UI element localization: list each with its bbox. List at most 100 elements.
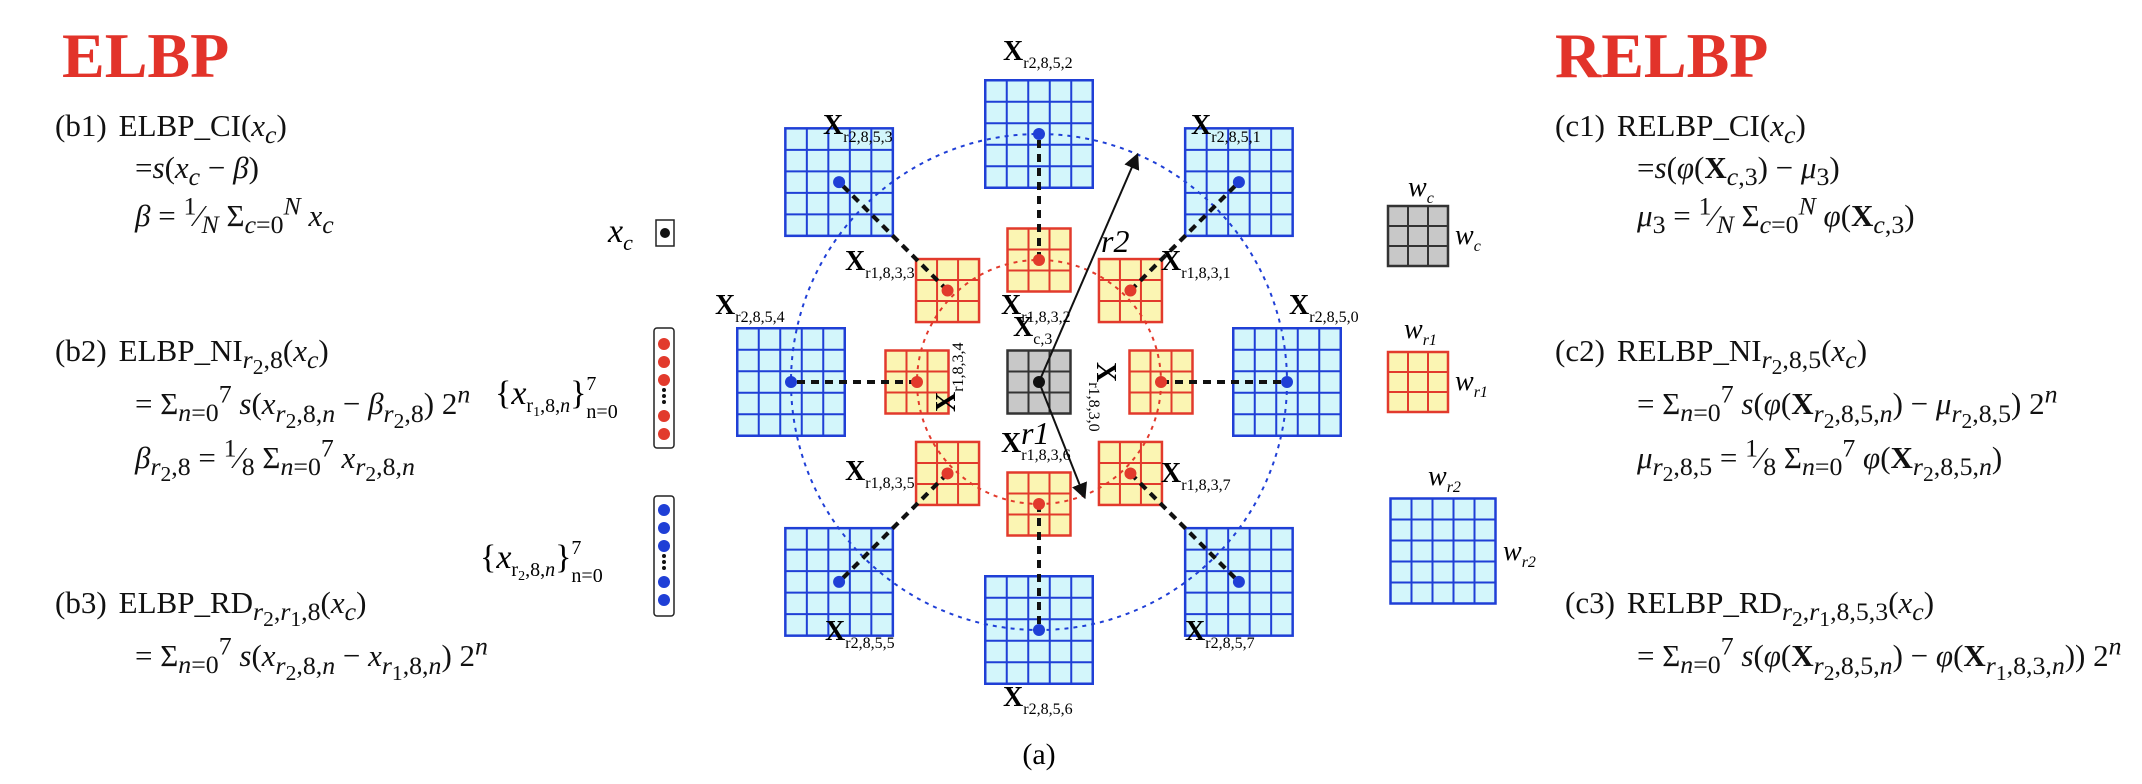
outer-patch-label-1: Xr2,8,5,1 <box>1191 110 1261 146</box>
legend-xc-label: xc <box>607 213 633 255</box>
inner-patch-label-6: Xr1,8,3,6 <box>1001 428 1071 464</box>
outer-patch-label-5: Xr2,8,5,5 <box>825 616 895 652</box>
outer-patch-3-frame <box>784 127 895 238</box>
outer-dot-4 <box>785 376 797 388</box>
legend-wc-top: wc <box>1408 172 1434 207</box>
outer-patch-7 <box>1183 526 1294 637</box>
inner-patch-4-frame <box>884 349 950 415</box>
legend-wr1-top: wr1 <box>1404 314 1437 349</box>
r2-arrow <box>1038 152 1140 383</box>
outer-patch-2-frame <box>984 79 1094 189</box>
formula-c1: (c1) RELBP_CI(xc) =s(φ(Xc,3) − μ3) μ3 = 1… <box>1555 108 1915 240</box>
outer-patch-4-frame <box>736 327 846 437</box>
inner-patch-label-4: Xr1,8,3,4 <box>931 342 967 412</box>
legend-blue-dot <box>658 576 670 588</box>
outer-patch-1 <box>1183 127 1294 238</box>
inner-patch-2-frame <box>1006 227 1072 293</box>
legend-blue-ellipsis <box>662 554 666 558</box>
legend-xc-dot <box>660 228 670 238</box>
center-dot <box>1033 376 1045 388</box>
inner-patch-6 <box>1006 471 1072 537</box>
legend-red-dot <box>658 356 670 368</box>
outer-patch-0 <box>1232 327 1342 437</box>
label-layer: r2 r1 Xc,3 Xr2,8,5,0 Xr2,8,5,1 Xr2,8,5,2 Xr2,8… <box>715 36 1536 718</box>
legend-blue-ellipsis <box>662 560 666 564</box>
legend-wc-grid-frame <box>1386 204 1450 268</box>
r1-label: r1 <box>1021 415 1049 451</box>
outer-patch-label-4: Xr2,8,5,4 <box>715 290 785 326</box>
outer-patch-label-7: Xr2,8,5,7 <box>1185 616 1255 652</box>
legend-blue-dot <box>658 594 670 606</box>
inner-dot-5 <box>941 467 954 480</box>
connector-7 <box>1129 472 1241 584</box>
inner-patch-4 <box>884 349 950 415</box>
connector-5 <box>837 472 949 584</box>
formula-c2: (c2) RELBP_NIr2,8,5(xc) = Σn=07 s(φ(Xr2,8… <box>1555 333 2058 487</box>
legend-red-dot <box>658 428 670 440</box>
inner-dot-7 <box>1124 467 1137 480</box>
legend-red-set: {xr1,8,n}7 n=0 <box>495 327 675 449</box>
center-patch-frame <box>1006 349 1072 415</box>
inner-dot-2 <box>1033 254 1045 266</box>
inner-patch-7 <box>1097 440 1164 507</box>
formula-c3: (c3) RELBP_RDr2,r1,8,5,3(xc) = Σn=07 s(φ(… <box>1565 585 2122 685</box>
inner-patch-2 <box>1006 227 1072 293</box>
inner-patch-5 <box>914 440 981 507</box>
legend-red-ellipsis <box>662 388 666 392</box>
outer-patch-1-frame <box>1183 127 1294 238</box>
inner-patch-0-frame <box>1128 349 1194 415</box>
legend-wr2-side: wr2 <box>1503 536 1536 571</box>
center-patch <box>1006 349 1072 415</box>
outer-dot-6 <box>1033 624 1045 636</box>
legend-xc-box <box>655 219 675 247</box>
connector-3 <box>837 180 949 292</box>
r2-label: r2 <box>1101 223 1129 259</box>
diagram-caption: (a) <box>1022 738 1055 771</box>
inner-circle <box>916 259 1162 505</box>
outer-circle <box>790 133 1288 631</box>
legend-blue-dot <box>658 540 670 552</box>
inner-patch-1 <box>1097 257 1164 324</box>
outer-dot-1 <box>1232 176 1245 189</box>
legend-red-dot <box>658 410 670 422</box>
outer-patch-5-frame <box>784 526 895 637</box>
connector-top-1 <box>1129 180 1241 292</box>
inner-dot-4 <box>911 376 923 388</box>
inner-patch-6-frame <box>1006 471 1072 537</box>
formula-b3: (b3) ELBP_RDr2,r1,8(xc) = Σn=07 s(xr2,8,n… <box>55 585 488 685</box>
center-patch-label: Xc,3 <box>1013 312 1052 348</box>
r1-arrow <box>1038 381 1087 500</box>
outer-patch-3 <box>784 127 895 238</box>
inner-patch-0 <box>1128 349 1194 415</box>
legend-red-bracket <box>653 327 675 449</box>
inner-patch-label-1: Xr1,8,3,1 <box>1161 246 1231 282</box>
outer-patch-label-2: Xr2,8,5,2 <box>1003 36 1073 72</box>
inner-patch-1-frame <box>1097 257 1164 324</box>
inner-dot-3 <box>941 284 954 297</box>
outer-patch-6 <box>984 575 1094 685</box>
outer-dot-3 <box>833 176 846 189</box>
connector-top-7 <box>1129 472 1241 584</box>
legend-wr2-top: wr2 <box>1428 461 1461 496</box>
outer-dot-2 <box>1033 128 1045 140</box>
legend-red-dot <box>658 338 670 350</box>
outer-patch-2 <box>984 79 1094 189</box>
legend-blue-ellipsis <box>662 566 666 570</box>
legend-wr2-grid <box>1389 497 1497 605</box>
legend-wc-grid <box>1386 204 1450 268</box>
outer-dot-0 <box>1281 376 1293 388</box>
legend-blue-set: {xr2,8,n}7 n=0 <box>480 495 675 617</box>
legend-wr1-grid-frame <box>1386 350 1450 414</box>
legend-red-ellipsis <box>662 400 666 404</box>
inner-dot-1 <box>1124 284 1137 297</box>
inner-patch-label-3: Xr1,8,3,3 <box>845 246 915 282</box>
outer-patch-label-0: Xr2,8,5,0 <box>1289 290 1359 326</box>
legend-blue-set-label: {xr2,8,n}7 n=0 <box>480 537 603 587</box>
outer-patch-4 <box>736 327 846 437</box>
inner-patch-label-7: Xr1,8,3,7 <box>1161 458 1231 494</box>
outer-patch-6-frame <box>984 575 1094 685</box>
grid-layer <box>736 79 1497 685</box>
outer-patch-5 <box>784 526 895 637</box>
legend-blue-bracket <box>653 495 675 617</box>
elbp-heading: ELBP <box>62 20 230 91</box>
